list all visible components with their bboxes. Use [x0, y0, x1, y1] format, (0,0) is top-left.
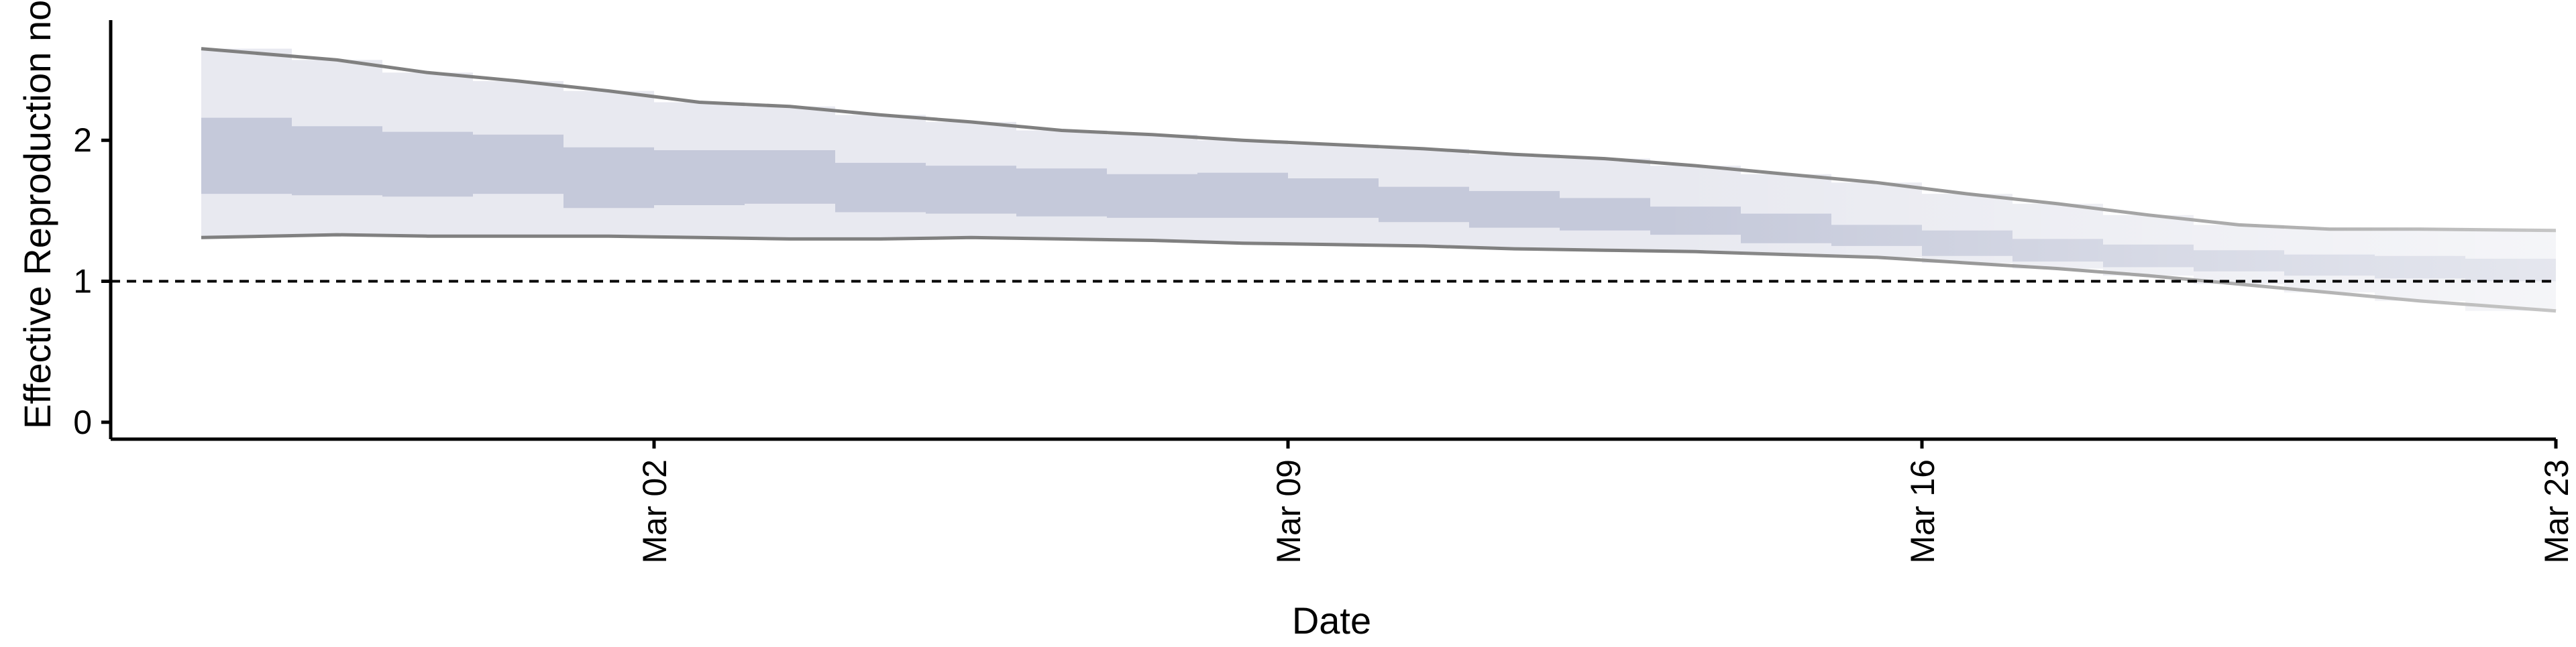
y-tick-label: 0	[73, 404, 92, 441]
y-tick-label: 2	[73, 121, 92, 159]
x-tick-label: Mar 16	[1904, 459, 1941, 564]
y-axis-title: Effective Reproduction no	[16, 0, 58, 429]
x-tick-label: Mar 09	[1270, 459, 1307, 564]
y-tick-label: 1	[73, 263, 92, 300]
x-axis-ticks: Mar 02 Mar 09 Mar 16 Mar 23	[636, 439, 2575, 564]
x-axis-title: Date	[1292, 599, 1371, 642]
x-tick-label: Mar 02	[636, 459, 674, 564]
projection-fade-overlay	[201, 13, 2556, 439]
y-axis-ticks: 0 1 2	[73, 121, 111, 441]
x-tick-label: Mar 23	[2538, 459, 2575, 564]
